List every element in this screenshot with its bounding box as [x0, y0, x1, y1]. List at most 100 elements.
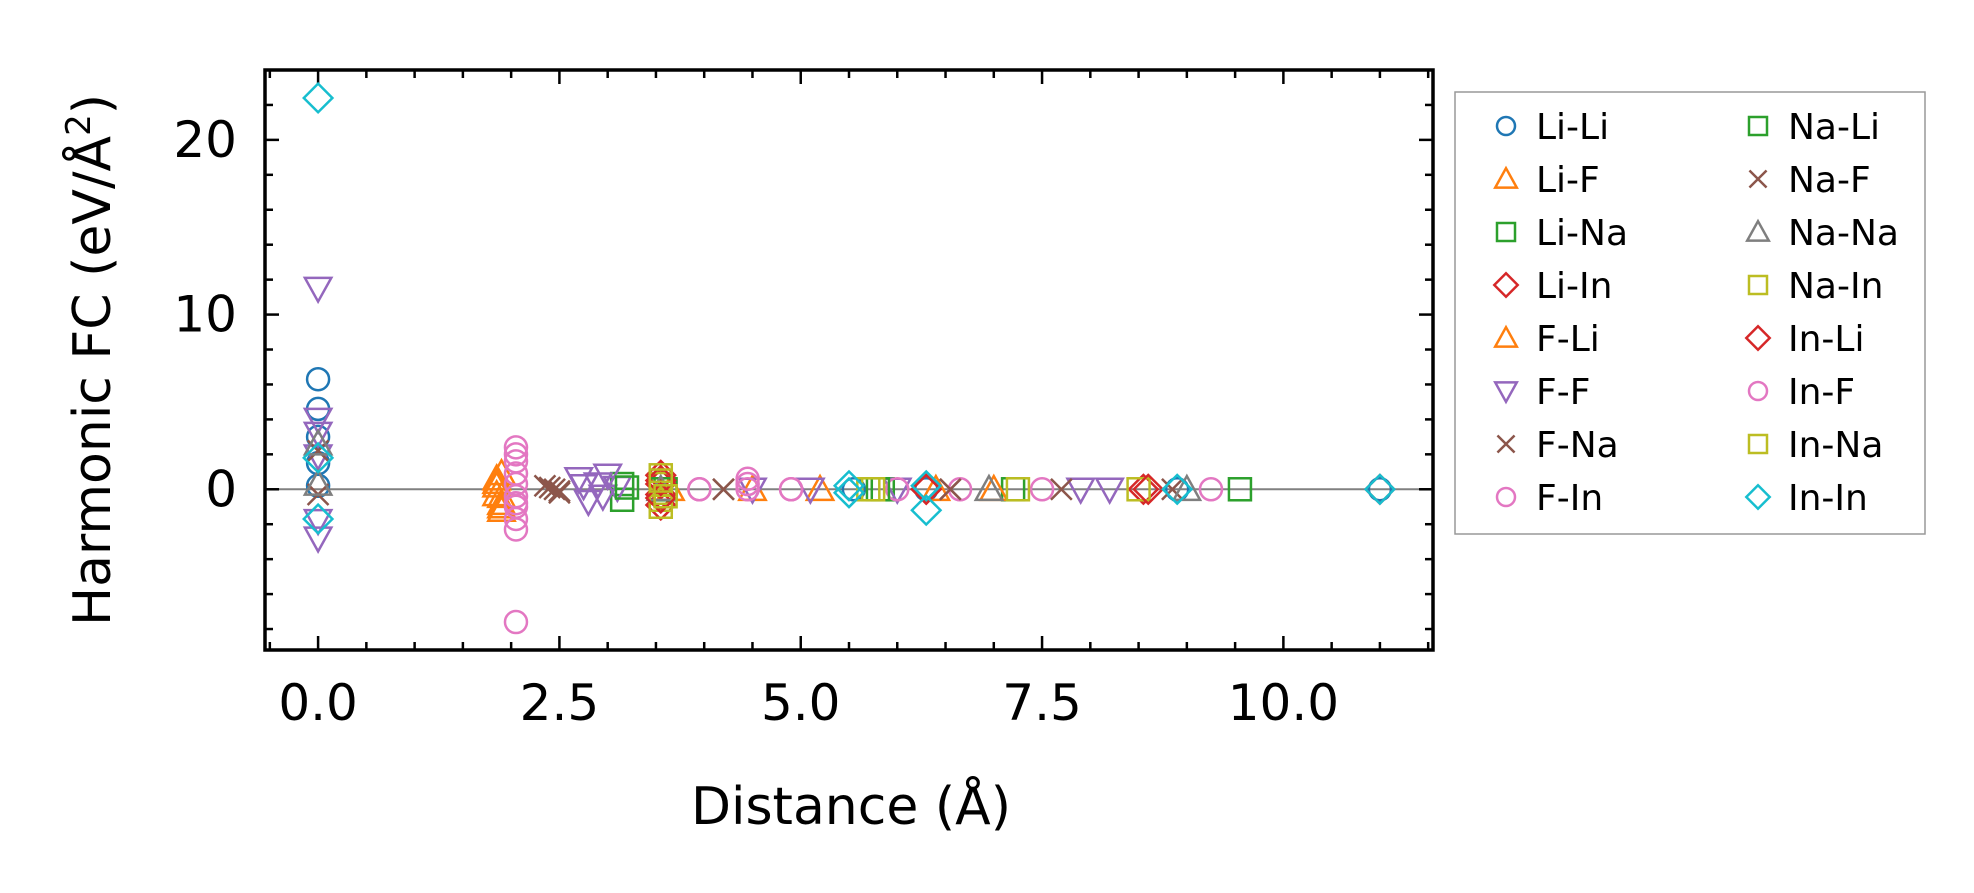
series-in-na: [648, 468, 886, 509]
legend-item-na-li: Na-Li: [1747, 107, 1880, 148]
x-tick-label: 0.0: [278, 674, 358, 732]
legend-marker-li-f: [1493, 165, 1519, 189]
data-point-na-in: [1126, 477, 1151, 502]
legend: Li-Li Li-F Li-Na Li-In F-Li F-F F-Na F-In Na-Li N…: [1454, 91, 1926, 535]
legend-label: In-Na: [1788, 425, 1883, 466]
data-point-in-li: [910, 473, 943, 506]
legend-marker-f-li: [1493, 324, 1519, 348]
data-point-in-f: [503, 609, 529, 635]
legend-label: Li-In: [1536, 266, 1612, 307]
data-point-na-li: [614, 475, 640, 500]
data-point-f-in: [503, 506, 529, 532]
legend-item-in-na: In-Na: [1747, 425, 1883, 466]
data-point-in-f: [503, 491, 529, 516]
legend-item-li-na: Li-Na: [1495, 213, 1628, 254]
legend-marker-in-in: [1744, 483, 1772, 511]
data-point-f-f: [302, 421, 334, 450]
data-point-in-in: [910, 469, 943, 502]
data-point-f-in: [1198, 477, 1224, 502]
legend-frame: [1454, 91, 1926, 535]
legend-item-li-li: Li-Li: [1495, 107, 1609, 148]
legend-item-na-in: Na-In: [1747, 266, 1883, 307]
legend-item-f-f: F-F: [1493, 372, 1590, 413]
legend-label: Li-Na: [1536, 213, 1628, 254]
legend-marker-li-na: [1495, 221, 1517, 243]
legend-label: Na-In: [1788, 266, 1883, 307]
x-tick-label: 2.5: [520, 674, 600, 732]
data-point-in-in: [832, 476, 866, 509]
legend-marker-na-na: [1745, 218, 1771, 242]
legend-item-na-f: Na-F: [1748, 160, 1871, 201]
legend-item-in-f: In-F: [1747, 372, 1855, 413]
legend-label: In-Li: [1788, 319, 1864, 360]
data-point-f-f: [1094, 477, 1125, 506]
data-point-na-na: [302, 468, 334, 496]
legend-label: In-F: [1788, 372, 1855, 413]
legend-label: Li-F: [1536, 160, 1600, 201]
x-tick-label: 7.5: [1002, 674, 1082, 732]
data-point-f-f: [302, 508, 334, 537]
data-point-f-na: [1161, 477, 1184, 501]
legend-marker-na-li: [1747, 115, 1769, 137]
legend-marker-li-li: [1495, 115, 1517, 137]
legend-label: F-Na: [1536, 425, 1619, 466]
data-point-in-na: [653, 484, 678, 509]
y-axis-label-main: Harmonic FC (eV/Å: [61, 135, 123, 626]
data-point-f-in: [1029, 477, 1055, 502]
data-point-in-in: [302, 441, 335, 474]
data-point-na-f: [712, 477, 735, 501]
legend-label: Li-Li: [1536, 107, 1609, 148]
data-point-f-in: [503, 517, 529, 542]
data-point-in-f: [778, 477, 804, 502]
data-point-f-f: [302, 276, 334, 305]
series-na-f: [538, 476, 962, 503]
legend-item-f-na: F-Na: [1496, 425, 1619, 466]
data-point-li-f: [486, 487, 517, 516]
legend-item-in-li: In-Li: [1744, 319, 1864, 360]
legend-marker-f-in: [1495, 486, 1517, 508]
data-point-li-na: [1227, 477, 1253, 502]
data-point-in-li: [644, 464, 677, 497]
data-point-li-li: [1367, 477, 1393, 502]
legend-label: Na-Li: [1788, 107, 1880, 148]
x-tick-label: 5.0: [761, 674, 841, 732]
legend-item-li-f: Li-F: [1493, 160, 1600, 201]
data-point-in-li: [1132, 473, 1165, 506]
y-axis-label-superscript: 2: [59, 114, 99, 136]
data-point-in-in: [1161, 473, 1194, 506]
data-point-f-f: [302, 407, 334, 436]
legend-marker-na-f: [1748, 169, 1768, 189]
legend-item-li-in: Li-In: [1492, 266, 1612, 307]
x-tick-label: 10.0: [1228, 674, 1339, 732]
y-axis-label-end: ): [63, 94, 123, 114]
data-point-f-f: [1065, 477, 1096, 506]
data-point-in-in: [302, 502, 335, 536]
data-point-f-na: [1050, 477, 1073, 501]
series-in-f: [503, 442, 804, 635]
data-point-li-f: [804, 473, 836, 502]
legend-marker-in-li: [1744, 324, 1772, 352]
data-point-li-li: [841, 477, 867, 502]
data-point-in-f: [503, 442, 529, 467]
legend-marker-li-in: [1492, 271, 1520, 299]
legend-label: Na-F: [1788, 160, 1871, 201]
y-tick-label: 20: [173, 111, 237, 169]
legend-marker-f-na: [1496, 434, 1516, 454]
legend-marker-na-in: [1747, 274, 1769, 296]
legend-label: Na-Na: [1788, 213, 1899, 254]
legend-item-f-li: F-Li: [1493, 319, 1600, 360]
legend-label: F-Li: [1536, 319, 1600, 360]
legend-label: F-In: [1536, 478, 1603, 519]
legend-item-na-na: Na-Na: [1745, 213, 1899, 254]
data-point-f-in: [503, 435, 529, 460]
data-point-f-in: [885, 477, 910, 502]
data-point-li-f: [486, 494, 517, 523]
legend-label: F-F: [1536, 372, 1590, 413]
data-point-in-in: [302, 81, 335, 115]
x-axis-label: Distance (Å): [691, 775, 1011, 837]
data-point-na-na: [1171, 473, 1203, 502]
y-tick-label: 0: [205, 460, 237, 518]
data-point-in-f: [735, 471, 760, 497]
data-point-in-li: [644, 481, 677, 515]
